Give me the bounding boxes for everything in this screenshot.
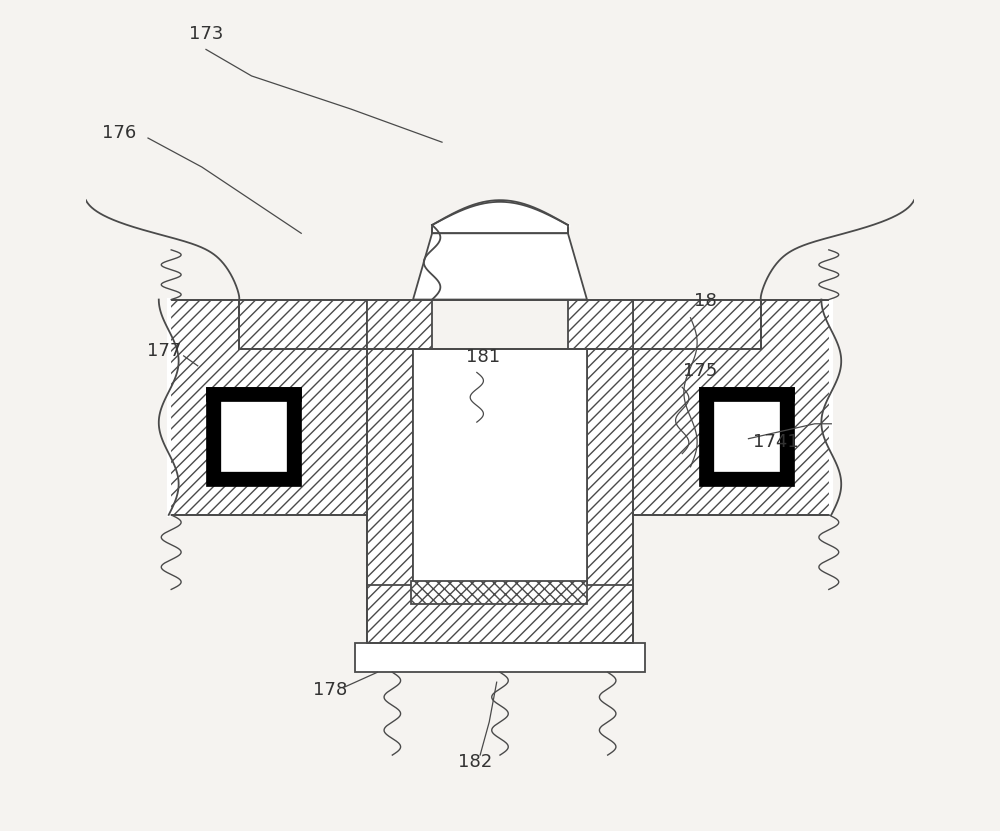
Bar <box>367 585 633 643</box>
Polygon shape <box>239 299 367 349</box>
Bar <box>411 581 587 604</box>
Bar <box>432 225 568 299</box>
Bar <box>239 299 761 349</box>
Bar <box>355 643 645 672</box>
Polygon shape <box>367 299 432 349</box>
Text: 178: 178 <box>313 681 347 700</box>
Bar <box>221 391 286 471</box>
Bar <box>587 349 633 643</box>
Polygon shape <box>169 299 367 515</box>
Text: 173: 173 <box>189 25 223 42</box>
Bar <box>206 386 301 401</box>
Bar <box>413 349 587 585</box>
Text: 176: 176 <box>102 124 136 142</box>
Polygon shape <box>633 299 831 515</box>
Polygon shape <box>568 299 633 349</box>
Bar <box>699 386 794 401</box>
Text: 175: 175 <box>683 361 718 380</box>
Text: 181: 181 <box>466 347 500 366</box>
Bar <box>432 225 568 234</box>
Bar <box>714 391 779 471</box>
Polygon shape <box>413 234 587 299</box>
Text: 177: 177 <box>147 342 182 360</box>
Bar <box>367 349 633 643</box>
Bar <box>367 349 413 643</box>
Text: 182: 182 <box>458 754 492 771</box>
Polygon shape <box>633 299 761 349</box>
Text: 18: 18 <box>694 293 717 310</box>
Text: 1741: 1741 <box>753 433 798 451</box>
Bar <box>699 386 794 486</box>
Bar <box>206 386 301 486</box>
